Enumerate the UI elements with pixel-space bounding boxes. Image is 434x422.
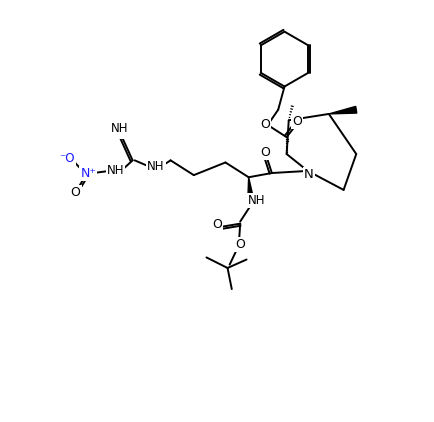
Text: NH: NH [107, 165, 125, 177]
Polygon shape [248, 177, 254, 200]
Text: ⁻O: ⁻O [59, 152, 75, 165]
Text: N⁺: N⁺ [80, 167, 96, 179]
Text: O: O [235, 238, 245, 251]
Polygon shape [329, 106, 357, 114]
Text: N: N [304, 168, 313, 181]
Text: iNH: iNH [108, 128, 127, 138]
Text: O: O [260, 118, 270, 131]
Text: O: O [212, 218, 222, 231]
Text: O: O [260, 146, 270, 159]
Text: NH: NH [111, 122, 129, 135]
Text: NH: NH [247, 194, 265, 207]
Text: NH: NH [147, 160, 164, 173]
Text: O: O [292, 115, 302, 127]
Text: O: O [71, 186, 81, 198]
